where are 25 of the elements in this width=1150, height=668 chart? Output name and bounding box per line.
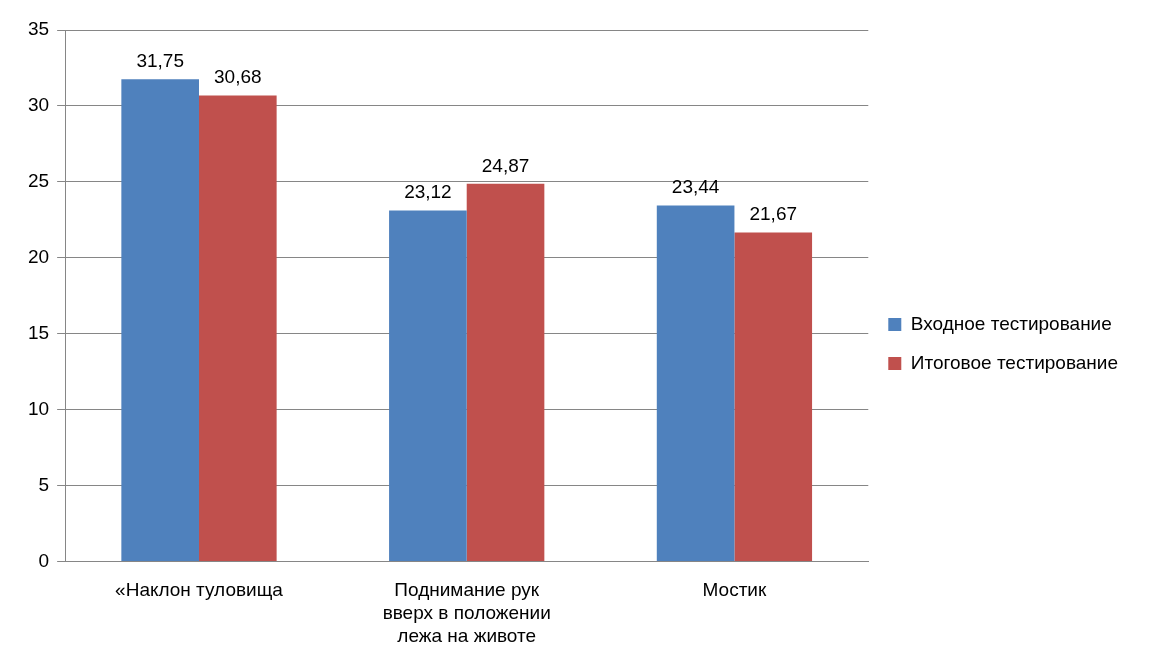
legend-label: Итоговое тестирование: [910, 351, 1119, 373]
bar: [389, 210, 467, 562]
x-tick-label: Поднимание рук вверх в положении лежа на животе: [382, 579, 551, 646]
legend-label: Входное тестирование: [910, 312, 1112, 334]
y-tick-label: 35: [27, 18, 50, 40]
y-tick-label: 5: [38, 473, 50, 495]
data-label: 30,68: [214, 66, 262, 88]
y-tick-label: 30: [27, 94, 50, 116]
data-label: 23,12: [404, 181, 452, 203]
bar: [466, 183, 545, 562]
y-tick-label: 10: [27, 397, 50, 419]
data-label: 23,44: [671, 176, 720, 198]
bar: [656, 205, 735, 562]
data-label: 21,67: [749, 203, 798, 225]
y-tick-label: 25: [27, 170, 50, 192]
y-tick-label: 15: [27, 322, 50, 344]
x-tick-label: Мостик: [702, 579, 767, 601]
bar: [734, 232, 813, 562]
data-label: 24,87: [481, 154, 530, 176]
y-tick-label: 0: [38, 549, 50, 571]
bar: [121, 79, 199, 562]
bar: [198, 95, 277, 562]
y-tick-label: 20: [27, 246, 50, 268]
x-tick-label: «Наклон туловища: [115, 579, 284, 601]
data-label: 31,75: [136, 50, 184, 72]
